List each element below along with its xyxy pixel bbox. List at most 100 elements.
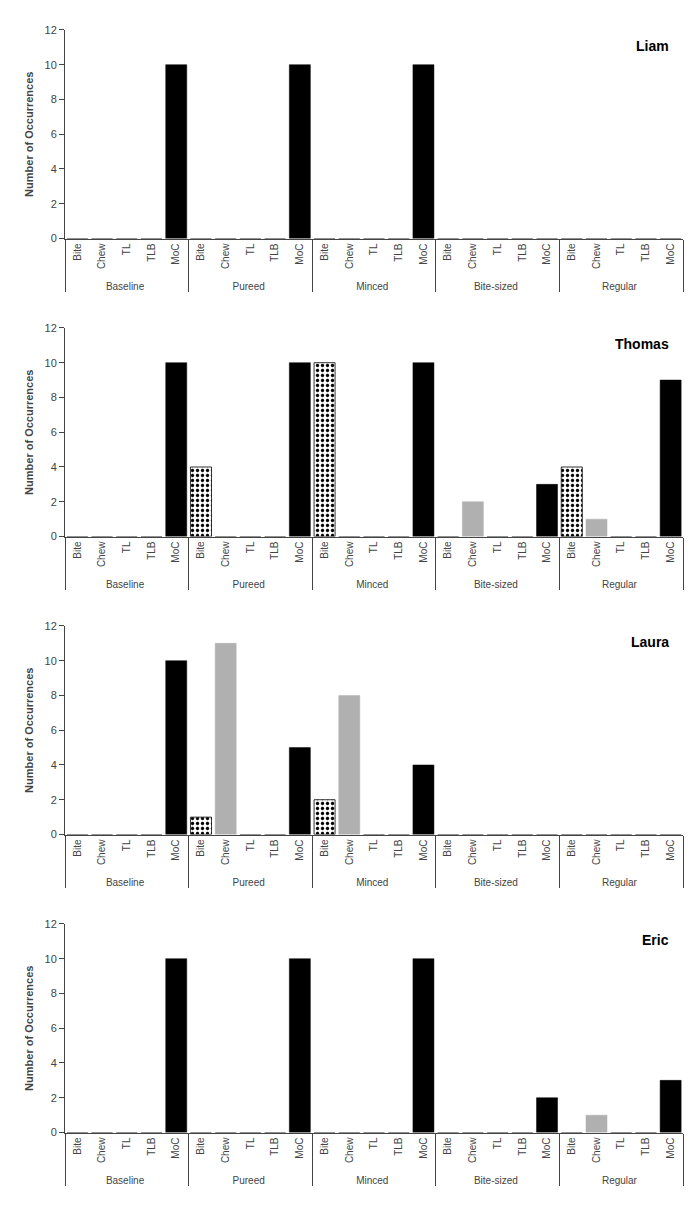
svg-text:Number of Occurrences: Number of Occurrences: [23, 370, 35, 495]
svg-text:Chew: Chew: [591, 243, 602, 269]
svg-text:MoC: MoC: [541, 542, 552, 563]
svg-text:MoC: MoC: [170, 1138, 181, 1159]
svg-text:Bite: Bite: [319, 1137, 330, 1155]
svg-text:TLB: TLB: [640, 1137, 651, 1156]
svg-text:Chew: Chew: [591, 1137, 602, 1163]
svg-text:8: 8: [51, 689, 57, 701]
svg-text:Chew: Chew: [220, 243, 231, 269]
svg-text:Laura: Laura: [631, 634, 669, 650]
svg-text:Pureed: Pureed: [233, 1175, 265, 1186]
svg-text:TL: TL: [121, 243, 132, 255]
svg-text:Bite: Bite: [319, 839, 330, 857]
svg-text:TL: TL: [121, 541, 132, 553]
svg-text:Chew: Chew: [96, 1137, 107, 1163]
svg-text:Bite: Bite: [566, 243, 577, 261]
svg-text:Regular: Regular: [602, 281, 638, 292]
svg-text:Bite: Bite: [72, 1137, 83, 1155]
svg-text:TL: TL: [615, 839, 626, 851]
svg-text:4: 4: [51, 461, 57, 473]
svg-text:TLB: TLB: [146, 839, 157, 858]
svg-text:2: 2: [51, 1092, 57, 1104]
svg-text:Bite-sized: Bite-sized: [474, 281, 518, 292]
svg-text:12: 12: [45, 24, 57, 36]
svg-text:TLB: TLB: [269, 839, 280, 858]
svg-text:MoC: MoC: [418, 840, 429, 861]
svg-text:Minced: Minced: [356, 877, 388, 888]
svg-text:Chew: Chew: [220, 541, 231, 567]
svg-text:TL: TL: [615, 243, 626, 255]
svg-text:Number of Occurrences: Number of Occurrences: [23, 72, 35, 197]
svg-text:MoC: MoC: [665, 244, 676, 265]
svg-text:TL: TL: [245, 839, 256, 851]
svg-text:Bite: Bite: [566, 1137, 577, 1155]
svg-text:Chew: Chew: [591, 839, 602, 865]
svg-text:TL: TL: [615, 1137, 626, 1149]
svg-text:TL: TL: [368, 243, 379, 255]
svg-text:TL: TL: [245, 541, 256, 553]
svg-text:Chew: Chew: [96, 839, 107, 865]
svg-text:MoC: MoC: [418, 542, 429, 563]
svg-text:TLB: TLB: [269, 1137, 280, 1156]
svg-text:Chew: Chew: [220, 1137, 231, 1163]
svg-text:4: 4: [51, 1057, 57, 1069]
svg-text:6: 6: [51, 128, 57, 140]
svg-text:MoC: MoC: [665, 1138, 676, 1159]
svg-text:TLB: TLB: [640, 541, 651, 560]
svg-text:4: 4: [51, 759, 57, 771]
svg-text:TL: TL: [245, 1137, 256, 1149]
svg-text:Bite: Bite: [442, 541, 453, 559]
svg-text:MoC: MoC: [665, 840, 676, 861]
svg-text:2: 2: [51, 794, 57, 806]
svg-text:MoC: MoC: [665, 542, 676, 563]
svg-text:MoC: MoC: [294, 1138, 305, 1159]
svg-text:TLB: TLB: [269, 541, 280, 560]
svg-text:6: 6: [51, 426, 57, 438]
svg-text:Bite: Bite: [72, 839, 83, 857]
svg-text:MoC: MoC: [170, 840, 181, 861]
svg-text:MoC: MoC: [418, 244, 429, 265]
svg-text:8: 8: [51, 93, 57, 105]
svg-text:Baseline: Baseline: [106, 1175, 145, 1186]
svg-text:Thomas: Thomas: [615, 336, 669, 352]
svg-text:Bite-sized: Bite-sized: [474, 877, 518, 888]
svg-text:Chew: Chew: [344, 541, 355, 567]
svg-text:Bite: Bite: [442, 839, 453, 857]
svg-text:TL: TL: [615, 541, 626, 553]
svg-text:TLB: TLB: [517, 1137, 528, 1156]
svg-text:MoC: MoC: [418, 1138, 429, 1159]
svg-text:TL: TL: [492, 541, 503, 553]
svg-text:Number of Occurrences: Number of Occurrences: [23, 966, 35, 1091]
svg-text:Regular: Regular: [602, 877, 638, 888]
svg-text:MoC: MoC: [294, 542, 305, 563]
svg-text:TLB: TLB: [517, 839, 528, 858]
svg-text:TLB: TLB: [269, 243, 280, 262]
svg-text:Chew: Chew: [96, 243, 107, 269]
svg-text:TLB: TLB: [393, 1137, 404, 1156]
svg-text:Minced: Minced: [356, 281, 388, 292]
svg-text:Minced: Minced: [356, 579, 388, 590]
svg-text:Chew: Chew: [344, 1137, 355, 1163]
svg-text:Number of Occurrences: Number of Occurrences: [23, 668, 35, 793]
svg-text:Chew: Chew: [467, 839, 478, 865]
svg-text:TL: TL: [492, 243, 503, 255]
svg-text:MoC: MoC: [170, 542, 181, 563]
svg-text:Bite: Bite: [72, 243, 83, 261]
svg-text:Bite-sized: Bite-sized: [474, 579, 518, 590]
svg-text:Chew: Chew: [591, 541, 602, 567]
svg-text:TLB: TLB: [146, 541, 157, 560]
svg-text:Chew: Chew: [344, 243, 355, 269]
svg-text:MoC: MoC: [294, 244, 305, 265]
svg-text:Bite: Bite: [195, 541, 206, 559]
svg-text:MoC: MoC: [541, 1138, 552, 1159]
svg-text:8: 8: [51, 987, 57, 999]
svg-text:TL: TL: [368, 541, 379, 553]
svg-text:Regular: Regular: [602, 579, 638, 590]
svg-text:Pureed: Pureed: [233, 281, 265, 292]
svg-text:Minced: Minced: [356, 1175, 388, 1186]
svg-text:8: 8: [51, 391, 57, 403]
svg-text:Chew: Chew: [467, 243, 478, 269]
svg-text:Chew: Chew: [467, 541, 478, 567]
svg-text:Bite: Bite: [72, 541, 83, 559]
svg-text:10: 10: [45, 655, 57, 667]
svg-text:Eric: Eric: [642, 932, 669, 948]
